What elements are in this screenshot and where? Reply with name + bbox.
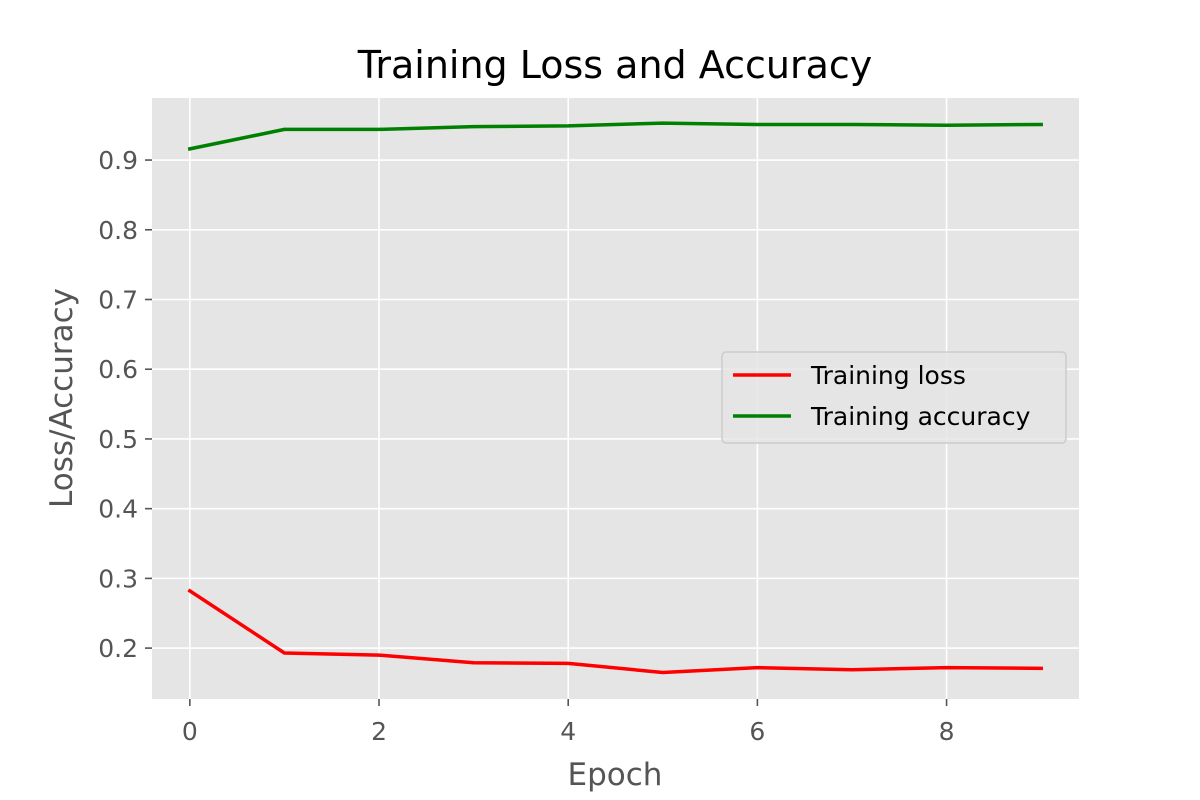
y-tick-label: 0.9 [98,146,138,175]
x-axis-label: Epoch [568,757,663,793]
x-tick-label: 8 [939,717,955,746]
y-axis-label: Loss/Accuracy [44,288,80,508]
x-tick-label: 6 [749,717,765,746]
legend: Training loss Training accuracy [721,351,1067,444]
y-tick-label: 0.4 [98,495,138,524]
y-axis-ticks: 0.2 0.3 0.4 0.5 0.6 0.7 0.8 0.9 [98,146,152,663]
series-layer [187,121,1043,675]
y-tick-label: 0.2 [98,634,138,663]
x-tick-label: 0 [182,717,198,746]
legend-label-training-accuracy: Training accuracy [810,402,1031,431]
grid [152,98,1079,699]
y-tick-label: 0.5 [98,425,138,454]
y-tick-label: 0.3 [98,564,138,593]
y-tick-label: 0.8 [98,216,138,245]
x-axis-ticks: 0 2 4 6 8 [182,699,955,746]
x-tick-label: 2 [371,717,387,746]
legend-label-training-loss: Training loss [810,361,966,390]
x-tick-label: 4 [560,717,576,746]
y-tick-label: 0.6 [98,355,138,384]
series-line-training-loss [187,588,1043,675]
series-line-training-accuracy [187,121,1043,151]
y-tick-label: 0.7 [98,285,138,314]
chart-title: Training Loss and Accuracy [357,43,873,87]
legend-box [721,351,1067,444]
